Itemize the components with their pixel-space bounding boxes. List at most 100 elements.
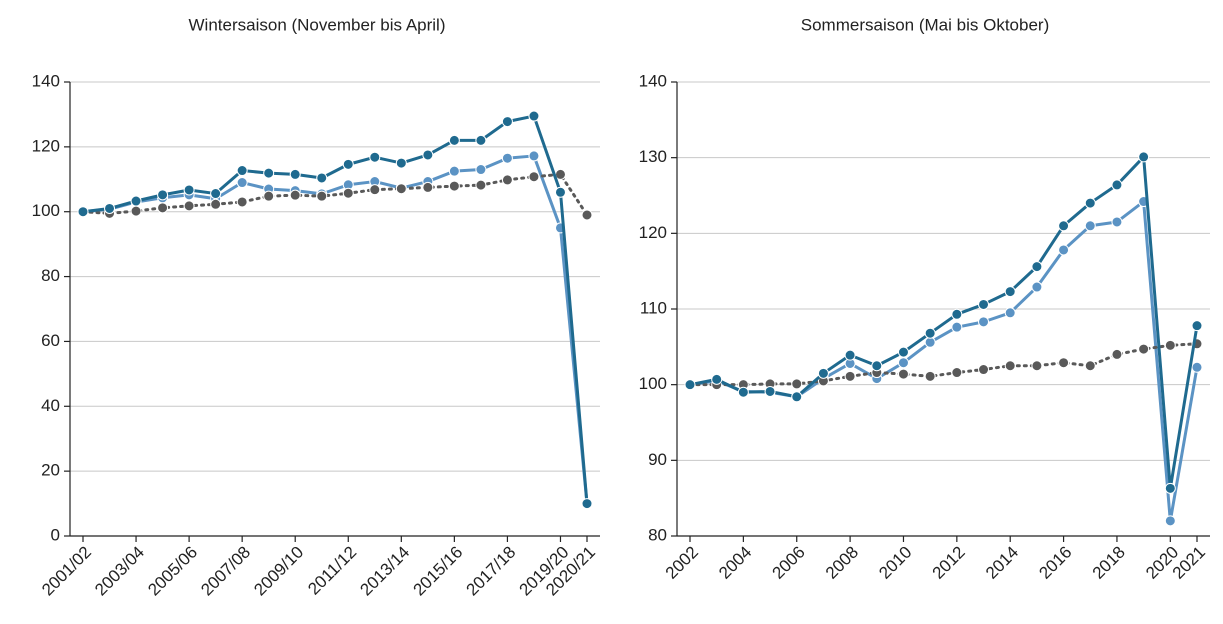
y-tick-label: 140 [32, 71, 60, 90]
data-point [951, 367, 963, 379]
data-point [924, 327, 936, 339]
x-tick-label: 2006 [769, 543, 809, 583]
x-tick-label: 2009/10 [250, 543, 307, 600]
x-tick-label: 2002 [662, 543, 702, 583]
data-point [1058, 357, 1070, 369]
x-tick-label: 2008 [822, 543, 862, 583]
x-tick-label: 2005/06 [144, 543, 201, 600]
data-point [791, 378, 803, 390]
data-point [1004, 360, 1016, 372]
data-point [554, 186, 566, 198]
y-tick-label: 60 [41, 331, 60, 350]
data-point [501, 152, 513, 164]
data-point [210, 188, 222, 200]
data-point [1111, 216, 1123, 228]
data-point [369, 151, 381, 163]
data-point [342, 187, 354, 199]
data-point [1084, 360, 1096, 372]
series-line [81, 114, 589, 506]
data-point [183, 184, 195, 196]
data-point [501, 174, 513, 186]
data-point [1004, 286, 1016, 298]
data-point [684, 379, 696, 391]
data-point [1138, 151, 1150, 163]
data-point [528, 110, 540, 122]
data-point [369, 184, 381, 196]
x-tick-label: 2003/04 [91, 543, 148, 600]
data-point [1031, 281, 1043, 293]
data-point [422, 181, 434, 193]
data-point [183, 200, 195, 212]
data-point [1191, 361, 1203, 373]
y-tick-label: 40 [41, 396, 60, 415]
y-tick-label: 0 [51, 525, 60, 544]
data-point [1111, 179, 1123, 191]
data-point [711, 373, 723, 385]
data-point [130, 205, 142, 217]
y-tick-label: 130 [639, 147, 667, 166]
data-point [236, 196, 248, 208]
data-point [157, 202, 169, 214]
data-point [342, 158, 354, 170]
data-point [737, 386, 749, 398]
data-point [1164, 515, 1176, 527]
data-point [157, 189, 169, 201]
data-point [448, 134, 460, 146]
x-tick-label: 2016 [1035, 543, 1075, 583]
data-point [236, 165, 248, 177]
data-point [395, 183, 407, 195]
series-line [688, 342, 1199, 387]
data-point [1111, 348, 1123, 360]
data-point [422, 149, 434, 161]
data-point [130, 195, 142, 207]
y-tick-label: 80 [648, 525, 667, 544]
y-tick-label: 120 [32, 136, 60, 155]
data-point [951, 308, 963, 320]
data-point [475, 164, 487, 176]
data-point [1138, 343, 1150, 355]
series-line [688, 200, 1199, 523]
series-line [688, 155, 1199, 490]
data-point [581, 498, 593, 510]
data-point [791, 391, 803, 403]
data-point [289, 168, 301, 180]
y-tick-label: 120 [639, 223, 667, 242]
y-tick-label: 100 [32, 201, 60, 220]
data-point [1031, 360, 1043, 372]
data-point [871, 360, 883, 372]
x-tick-label: 2015/16 [409, 543, 466, 600]
data-point [978, 298, 990, 310]
x-tick-label: 2001/02 [38, 543, 95, 600]
x-tick-label: 2004 [715, 543, 755, 583]
x-tick-label: 2010 [875, 543, 915, 583]
data-point [764, 385, 776, 397]
data-point [448, 165, 460, 177]
data-point [210, 198, 222, 210]
data-point [316, 190, 328, 202]
data-point [395, 157, 407, 169]
data-point [501, 116, 513, 128]
data-point [1164, 482, 1176, 494]
data-point [924, 336, 936, 348]
y-tick-label: 20 [41, 461, 60, 480]
data-point [1031, 261, 1043, 273]
chart-title: Sommersaison (Mai bis Oktober) [801, 15, 1049, 34]
data-point [897, 357, 909, 369]
data-point [978, 364, 990, 376]
y-tick-label: 110 [640, 298, 667, 317]
y-tick-label: 80 [41, 266, 60, 285]
y-tick-label: 100 [639, 374, 667, 393]
data-point [951, 321, 963, 333]
chart-title: Wintersaison (November bis April) [189, 15, 446, 34]
x-tick-label: 2017/18 [463, 543, 520, 600]
x-tick-label: 2012 [929, 543, 969, 583]
data-point [263, 167, 275, 179]
data-point [844, 370, 856, 382]
data-point [236, 177, 248, 189]
data-point [897, 346, 909, 358]
data-point [1004, 307, 1016, 319]
data-point [104, 202, 116, 214]
data-point [897, 368, 909, 380]
y-tick-label: 140 [639, 71, 667, 90]
